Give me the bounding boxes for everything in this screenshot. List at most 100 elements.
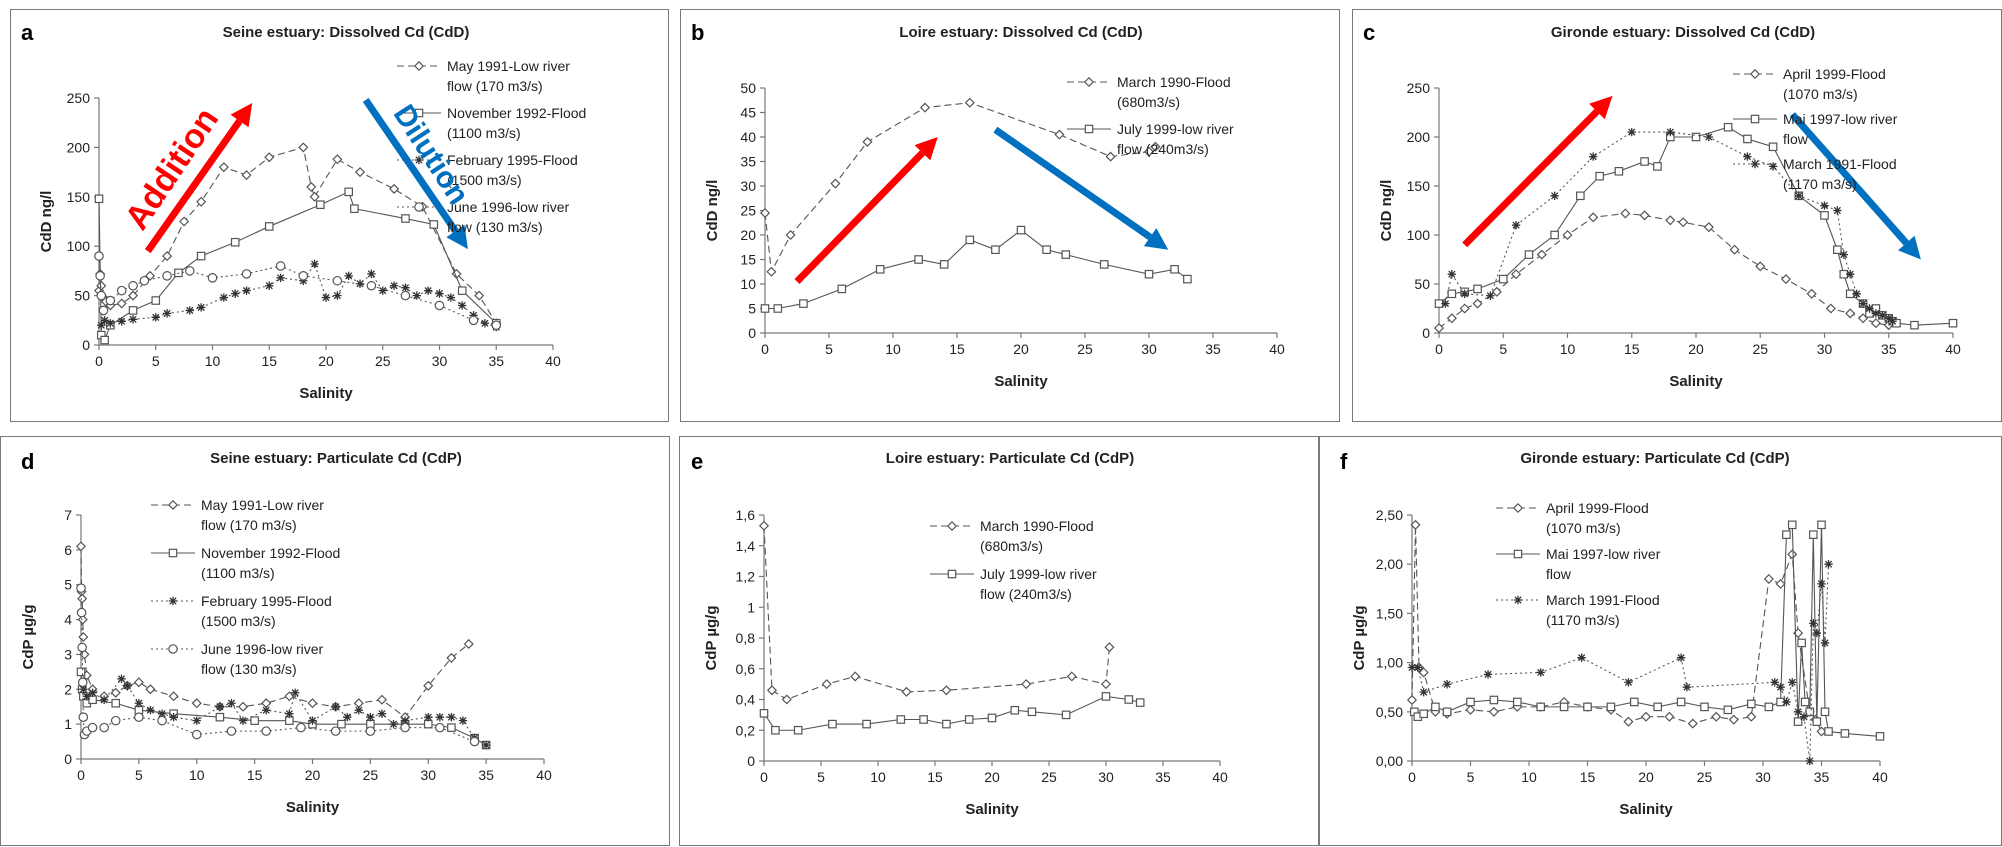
data-point (1537, 703, 1544, 710)
panel-a: Seine estuary: Dissolved Cd (CdD) 0 5 10 15 2… (10, 9, 669, 422)
data-point (1055, 130, 1063, 138)
data-point (307, 183, 315, 191)
y-tick-label: 5 (748, 301, 756, 317)
data-point (266, 223, 273, 230)
y-tick-label: 100 (1407, 227, 1431, 243)
data-point (1705, 133, 1713, 141)
data-point (1677, 698, 1684, 705)
data-point (345, 188, 352, 195)
data-point (106, 319, 114, 327)
data-point (77, 608, 85, 616)
data-point (1813, 718, 1820, 725)
chart-f: Gironde estuary: Particulate Cd (CdP)0 5 1… (1320, 437, 2002, 847)
data-point (760, 710, 767, 717)
legend-label: June 1996-low river (447, 199, 570, 215)
data-point (88, 723, 96, 731)
legend-label: July 1999-low river (980, 566, 1097, 582)
data-point (100, 696, 108, 704)
y-tick-label: 200 (67, 139, 91, 155)
x-tick-label: 35 (1155, 769, 1171, 785)
data-point (1500, 275, 1507, 282)
data-point (77, 668, 84, 675)
data-point (1062, 711, 1069, 718)
data-point (79, 713, 87, 721)
data-point (1776, 683, 1784, 691)
y-tick-label: 100 (67, 238, 91, 254)
legend-label: April 1999-Flood (1783, 66, 1886, 82)
y-tick-label: 10 (740, 276, 756, 292)
legend-label: February 1995-Flood (201, 593, 332, 609)
y-tick-label: 1,00 (1376, 655, 1403, 671)
series-line (764, 696, 1140, 730)
data-point (459, 287, 466, 294)
data-point (186, 306, 194, 314)
data-point (761, 305, 768, 312)
x-tick-label: 30 (1817, 341, 1833, 357)
data-point (863, 720, 870, 727)
data-point (197, 252, 204, 259)
data-point (1563, 231, 1571, 239)
data-point (220, 163, 228, 171)
data-point (458, 301, 466, 309)
data-point (123, 682, 131, 690)
data-point (1800, 713, 1808, 721)
data-point (355, 706, 363, 714)
data-point (1788, 550, 1796, 558)
legend-label: February 1995-Flood (447, 152, 578, 168)
data-point (1105, 643, 1113, 651)
panel-d: Seine estuary: Particulate Cd (CdP) 0 5 10 1… (0, 436, 670, 846)
data-point (1794, 718, 1801, 725)
x-tick-label: 5 (152, 353, 160, 369)
data-point (276, 274, 284, 282)
panel-letter: a (21, 20, 33, 46)
data-point (239, 716, 247, 724)
data-point (1577, 192, 1584, 199)
data-point (760, 522, 768, 530)
y-tick-label: 0,8 (736, 630, 756, 646)
data-point (96, 272, 104, 280)
legend-label: (1070 m3/s) (1546, 520, 1621, 536)
x-tick-label: 30 (1141, 341, 1157, 357)
y-axis-label: CdD ng/l (1378, 180, 1395, 242)
legend-marker (1751, 115, 1758, 122)
data-point (1514, 698, 1521, 705)
x-tick-label: 40 (1269, 341, 1285, 357)
legend-label: (1100 m3/s) (447, 125, 521, 141)
data-point (1577, 653, 1585, 661)
data-point (915, 256, 922, 263)
data-point (401, 283, 409, 291)
data-point (367, 282, 375, 290)
data-point (366, 727, 374, 735)
data-point (1022, 680, 1030, 688)
data-point (239, 703, 247, 711)
series-0 (77, 542, 473, 721)
data-point (77, 584, 85, 592)
data-point (1748, 700, 1755, 707)
x-tick-label: 0 (760, 769, 768, 785)
data-point (390, 185, 398, 193)
data-point (1584, 703, 1591, 710)
data-point (447, 293, 455, 301)
x-tick-label: 20 (1638, 769, 1654, 785)
data-point (1730, 246, 1738, 254)
x-tick-label: 25 (1752, 341, 1768, 357)
legend-label: flow (130 m3/s) (447, 219, 543, 235)
data-point (1631, 698, 1638, 705)
y-tick-label: 5 (64, 577, 72, 593)
data-point (345, 272, 353, 280)
data-point (299, 272, 307, 280)
data-point (216, 703, 224, 711)
data-point (390, 282, 398, 290)
x-tick-label: 0 (761, 341, 769, 357)
data-point (425, 720, 432, 727)
data-point (1821, 708, 1828, 715)
x-tick-label: 30 (1098, 769, 1114, 785)
data-point (265, 282, 273, 290)
data-point (1607, 703, 1614, 710)
panel-c: Gironde estuary: Dissolved Cd (CdD) 0 5 10 1… (1352, 9, 2002, 422)
data-point (129, 315, 137, 323)
data-point (966, 236, 973, 243)
y-tick-label: 50 (1414, 276, 1430, 292)
data-point (1068, 672, 1076, 680)
data-point (1525, 251, 1532, 258)
